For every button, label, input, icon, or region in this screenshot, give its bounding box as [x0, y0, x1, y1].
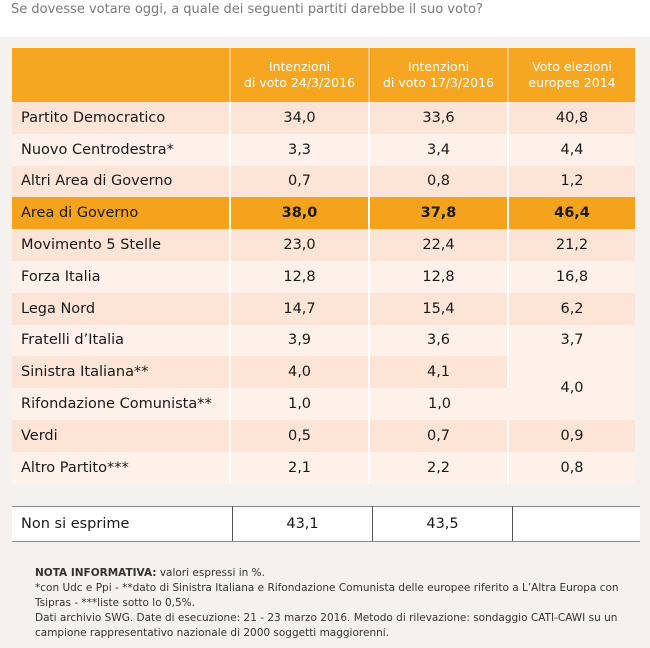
- value-europee: 3,7: [509, 324, 635, 357]
- party-name: Nuovo Centrodestra*: [12, 133, 231, 166]
- footer-label: Non si esprime: [12, 506, 233, 542]
- party-name: Altro Partito***: [12, 451, 231, 484]
- value-europee: 4,4: [509, 133, 635, 166]
- value-europee-merged: 4,0: [509, 356, 635, 420]
- table-row: Nuovo Centrodestra* 3,3 3,4 4,4: [12, 133, 635, 166]
- footer-value-europee: [512, 506, 640, 542]
- table-row: Rifondazione Comunista** 1,0 1,0: [12, 388, 635, 420]
- value-europee: 16,8: [509, 260, 635, 293]
- party-name: Rifondazione Comunista**: [12, 388, 231, 420]
- value-17-3: 3,4: [370, 133, 509, 166]
- header-col-17-3: Intenzioni di voto 17/3/2016: [370, 48, 509, 102]
- table-row: Movimento 5 Stelle 23,0 22,4 21,2: [12, 229, 635, 261]
- table-row: Verdi 0,5 0,7 0,9: [12, 419, 635, 452]
- value-24-3: 2,1: [231, 451, 370, 484]
- value-17-3: 12,8: [370, 260, 509, 293]
- value-17-3: 15,4: [370, 292, 509, 325]
- header-col-europee: Voto elezioni europee 2014: [509, 48, 635, 102]
- value-europee: 40,8: [509, 102, 635, 134]
- value-17-3: 3,6: [370, 324, 509, 357]
- table-header: Intenzioni di voto 24/3/2016 Intenzioni di…: [12, 48, 635, 102]
- value-17-3: 4,1: [370, 356, 509, 389]
- table-row: Lega Nord 14,7 15,4 6,2: [12, 292, 635, 325]
- party-name: Sinistra Italiana**: [12, 356, 231, 389]
- header-col-24-3: Intenzioni di voto 24/3/2016: [231, 48, 370, 102]
- table-row: Partito Democratico 34,0 33,6 40,8: [12, 102, 635, 134]
- header-party: [12, 48, 231, 102]
- note-heading-line: NOTA INFORMATIVA: valori espressi in %.: [35, 566, 625, 581]
- value-17-3: 37,8: [370, 197, 509, 230]
- value-24-3: 0,5: [231, 419, 370, 452]
- value-17-3: 33,6: [370, 102, 509, 134]
- party-name: Area di Governo: [12, 197, 231, 230]
- survey-question: Se dovesse votare oggi, a quale dei segu…: [11, 2, 483, 17]
- table-row: Altro Partito*** 2,1 2,2 0,8: [12, 451, 635, 484]
- table-row-highlight: Area di Governo 38,0 37,8 46,4: [12, 197, 635, 230]
- note-heading: NOTA INFORMATIVA:: [35, 567, 157, 579]
- value-17-3: 22,4: [370, 229, 509, 261]
- party-name: Partito Democratico: [12, 102, 231, 134]
- table-row-non-si-esprime: Non si esprime 43,1 43,5: [12, 506, 640, 542]
- party-name: Altri Area di Governo: [12, 165, 231, 198]
- value-europee: 46,4: [509, 197, 635, 230]
- value-17-3: 0,7: [370, 419, 509, 452]
- party-name: Verdi: [12, 419, 231, 452]
- note-line-2: Dati archivio SWG. Date di esecuzione: 2…: [35, 612, 618, 639]
- value-24-3: 1,0: [231, 388, 370, 420]
- table-row: Fratelli d’Italia 3,9 3,6 3,7: [12, 324, 635, 357]
- footer-value-17-3: 43,5: [372, 506, 513, 542]
- informative-note: NOTA INFORMATIVA: valori espressi in %. …: [35, 566, 625, 641]
- value-17-3: 2,2: [370, 451, 509, 484]
- party-name: Forza Italia: [12, 260, 231, 293]
- value-europee: 6,2: [509, 292, 635, 325]
- party-name: Movimento 5 Stelle: [12, 229, 231, 261]
- footer-table: Non si esprime 43,1 43,5: [12, 506, 640, 542]
- value-24-3: 4,0: [231, 356, 370, 389]
- note-line-1: *con Udc e Ppi - **dato di Sinistra Ital…: [35, 582, 619, 609]
- value-24-3: 3,3: [231, 133, 370, 166]
- value-24-3: 14,7: [231, 292, 370, 325]
- value-europee: 1,2: [509, 165, 635, 198]
- value-24-3: 3,9: [231, 324, 370, 357]
- table-row: Altri Area di Governo 0,7 0,8 1,2: [12, 165, 635, 198]
- table-row: Forza Italia 12,8 12,8 16,8: [12, 260, 635, 293]
- value-17-3: 0,8: [370, 165, 509, 198]
- poll-table: Intenzioni di voto 24/3/2016 Intenzioni di…: [12, 48, 635, 484]
- footer-value-24-3: 43,1: [232, 506, 373, 542]
- value-europee: 21,2: [509, 229, 635, 261]
- value-europee: 0,9: [509, 419, 635, 452]
- value-24-3: 23,0: [231, 229, 370, 261]
- party-name: Fratelli d’Italia: [12, 324, 231, 357]
- value-24-3: 0,7: [231, 165, 370, 198]
- value-europee: 0,8: [509, 451, 635, 484]
- value-24-3: 38,0: [231, 197, 370, 230]
- value-24-3: 34,0: [231, 102, 370, 134]
- party-name: Lega Nord: [12, 292, 231, 325]
- note-heading-text: valori espressi in %.: [156, 567, 265, 579]
- table-row: Sinistra Italiana** 4,0 4,1 4,0: [12, 356, 635, 420]
- value-17-3: 1,0: [370, 388, 509, 420]
- value-24-3: 12,8: [231, 260, 370, 293]
